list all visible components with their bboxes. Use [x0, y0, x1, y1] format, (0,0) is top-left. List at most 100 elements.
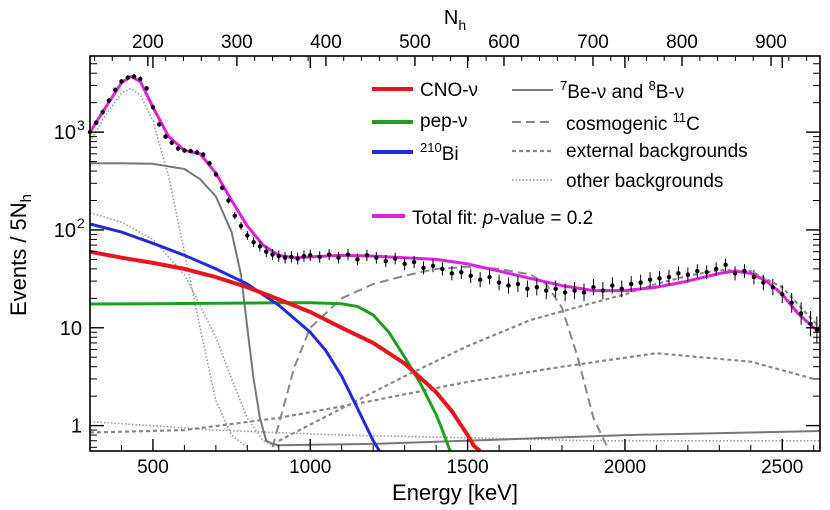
data-point-marker — [459, 269, 464, 275]
data-point — [695, 264, 700, 278]
data-point-marker — [144, 86, 149, 91]
data-point-marker — [487, 274, 492, 280]
top-tick-label: 300 — [221, 32, 253, 53]
data-point — [138, 76, 143, 82]
data-point-marker — [770, 284, 776, 290]
data-point — [150, 104, 156, 110]
data-point-marker — [264, 249, 269, 254]
x-tick-label: 1500 — [446, 457, 488, 478]
data-point — [163, 134, 168, 140]
legend-label-total-main: Total fit: — [412, 208, 483, 229]
legend-label-be-sup: 7 — [560, 78, 567, 93]
data-point-marker — [169, 140, 175, 145]
data-point — [201, 152, 206, 158]
data-point — [188, 148, 193, 154]
legend-label-cosmogenic-c: C — [686, 114, 700, 135]
data-point-marker — [421, 265, 426, 271]
data-point — [761, 274, 766, 291]
y-tick-label: 10 — [60, 318, 82, 340]
x-axis-label: Energy [keV] — [392, 480, 518, 505]
data-point — [562, 283, 568, 302]
data-point — [685, 267, 691, 282]
data-point — [106, 98, 112, 104]
x-tick-label: 2500 — [761, 457, 803, 478]
y-tick-label-exponent: 2 — [77, 215, 85, 231]
data-point-marker — [619, 286, 624, 292]
data-point — [496, 274, 502, 291]
legend-label-cosmogenic-sup: 11 — [673, 110, 687, 125]
data-point — [487, 269, 492, 285]
data-point-marker — [150, 104, 156, 110]
data-point — [402, 257, 407, 271]
y-tick-label: 10 — [54, 122, 76, 144]
data-point — [713, 262, 719, 276]
data-point — [638, 274, 643, 291]
data-point-marker — [100, 109, 105, 115]
data-point — [553, 280, 558, 298]
data-point — [780, 285, 785, 304]
data-point — [226, 197, 231, 204]
data-point-marker — [657, 276, 662, 281]
top-axis-label-sub: h — [458, 17, 466, 33]
data-point-marker — [713, 266, 719, 272]
data-point — [610, 277, 615, 294]
y-axis-label-sub: h — [18, 194, 35, 202]
legend-label-cosmogenic: cosmogenic 11C — [566, 110, 700, 135]
axes-layer: 500 1000 1500 2000 2500 200 300 400 500 600 700 800… — [54, 32, 820, 478]
series-line-other-backgrounds-c — [89, 420, 820, 442]
data-point — [666, 269, 672, 285]
data-point-marker — [194, 150, 200, 155]
data-point-marker — [647, 277, 653, 282]
data-point-marker — [119, 79, 124, 84]
data-point-marker — [544, 288, 549, 293]
data-point-marker — [207, 161, 212, 166]
legend-label-bi210: 210Bi — [420, 140, 459, 165]
data-point — [742, 264, 747, 278]
data-point — [112, 87, 118, 93]
data-point — [751, 269, 757, 285]
data-point-marker — [814, 327, 820, 333]
data-point — [355, 253, 360, 266]
legend-label-be-main: Be-ν and — [567, 82, 648, 103]
data-point — [251, 237, 256, 248]
data-point — [515, 276, 521, 292]
data-point — [657, 270, 662, 286]
data-point — [393, 252, 398, 265]
data-point — [789, 292, 794, 313]
series-layer — [88, 75, 821, 453]
data-point — [364, 249, 370, 262]
data-point — [449, 266, 455, 281]
series-line-210bi — [89, 222, 381, 452]
data-point-marker — [477, 277, 483, 282]
data-point — [317, 251, 322, 263]
data-point-marker — [704, 269, 709, 275]
data-point — [572, 282, 577, 300]
data-point-marker — [695, 268, 700, 274]
data-point-marker — [600, 288, 606, 293]
data-point-marker — [751, 274, 757, 280]
top-axis-label: Nh — [444, 7, 466, 33]
data-point-marker — [761, 280, 766, 285]
data-point — [808, 311, 813, 337]
data-point-marker — [238, 223, 244, 229]
data-point — [704, 265, 709, 280]
data-point — [798, 302, 804, 325]
data-point-marker — [282, 255, 288, 260]
data-point-marker — [326, 252, 332, 257]
data-point-marker — [251, 239, 256, 245]
data-point — [100, 109, 105, 115]
data-point — [276, 250, 281, 262]
data-point — [581, 283, 587, 302]
data-point-marker — [440, 266, 445, 272]
data-point-marker — [226, 198, 231, 203]
x-tick-label: 1000 — [289, 457, 331, 478]
legend-label-be-b: 7Be-ν and 8B-ν — [560, 78, 684, 103]
top-tick-label: 700 — [577, 32, 609, 53]
data-point-marker — [182, 148, 187, 153]
data-point — [383, 255, 388, 268]
data-point — [629, 276, 634, 292]
data-point-marker — [270, 252, 275, 257]
data-point — [245, 230, 250, 240]
data-point-marker — [374, 255, 379, 260]
